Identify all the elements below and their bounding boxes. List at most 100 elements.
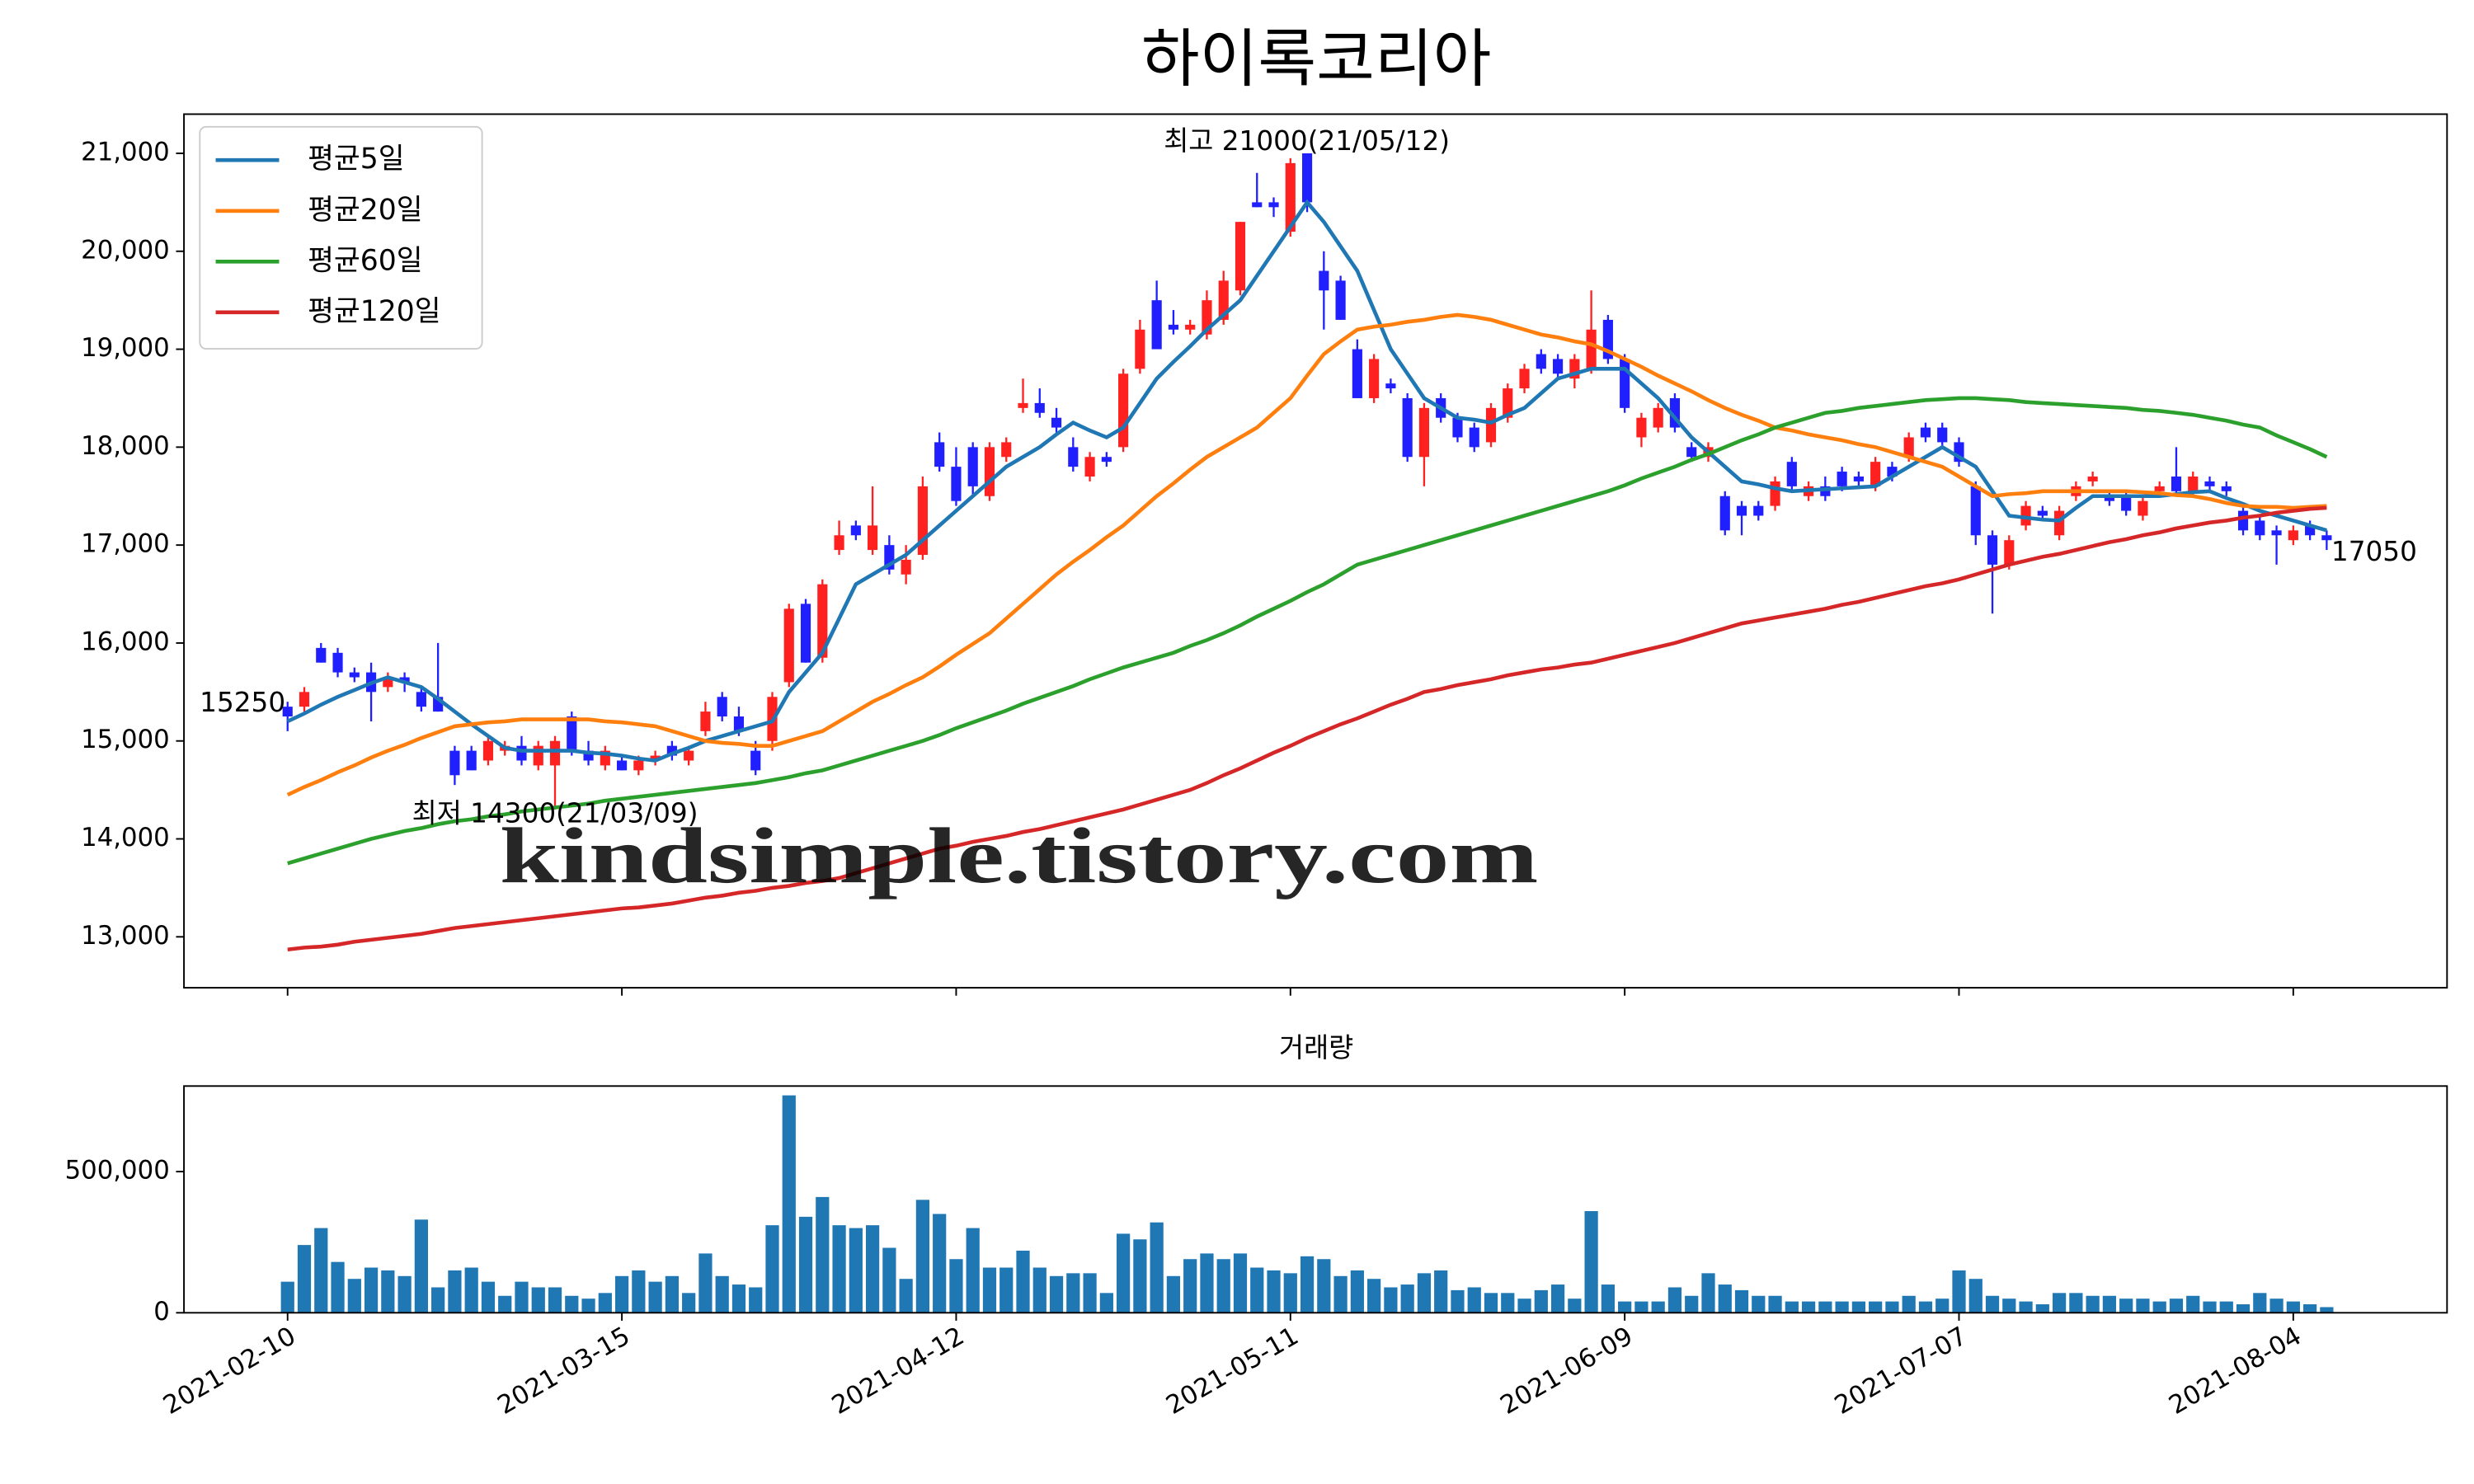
bar — [865, 1225, 880, 1313]
candle-body — [1870, 462, 1881, 486]
legend-label: 평균120일 — [308, 295, 441, 328]
candle-body — [1469, 427, 1479, 448]
bar — [297, 1245, 312, 1313]
bar — [1517, 1298, 1531, 1313]
candle-body — [416, 692, 426, 707]
bar — [1467, 1287, 1481, 1313]
candle-body — [2237, 510, 2249, 531]
annotation-high: 최고 21000(21/05/12) — [1164, 125, 1450, 157]
y-tick-label: 18,000 — [81, 431, 170, 461]
bar — [565, 1295, 579, 1313]
bar — [1400, 1284, 1414, 1313]
bar — [1718, 1284, 1732, 1313]
bar — [1283, 1273, 1297, 1313]
candle-body — [1084, 457, 1095, 477]
candle-body — [1101, 457, 1112, 463]
bar — [1918, 1301, 1933, 1313]
candle-body — [1268, 202, 1279, 208]
bar — [1752, 1295, 1766, 1313]
bar — [2069, 1293, 2083, 1313]
y-tick-label: 15,000 — [81, 725, 170, 754]
candle-body — [1135, 329, 1145, 369]
bar — [1117, 1233, 1131, 1313]
bar — [1835, 1301, 1849, 1313]
bar — [749, 1287, 763, 1313]
candle-body — [2271, 530, 2282, 536]
bar — [2086, 1295, 2100, 1313]
bar — [2286, 1301, 2300, 1313]
candle-body — [817, 584, 828, 658]
bar — [1968, 1279, 1982, 1313]
candle-body — [1519, 369, 1530, 389]
candle-body — [1118, 373, 1129, 448]
candle-body — [2305, 525, 2316, 536]
bar — [1550, 1284, 1565, 1313]
candle-body — [1452, 417, 1463, 438]
bar — [648, 1281, 662, 1313]
candle-body — [1987, 535, 1998, 565]
bar — [682, 1293, 696, 1313]
y-tick-label: 500,000 — [65, 1156, 170, 1186]
candle-body — [868, 525, 878, 551]
candle-body — [583, 750, 594, 761]
candle-body — [750, 750, 761, 771]
bar — [915, 1200, 930, 1313]
candle-body — [1970, 486, 1981, 536]
bar — [614, 1275, 629, 1313]
candle-body — [2037, 510, 2048, 516]
bar — [882, 1247, 896, 1313]
candle-body — [1820, 486, 1831, 496]
candle-body — [1018, 402, 1028, 408]
bar — [782, 1095, 796, 1313]
bar — [2236, 1304, 2251, 1313]
bar — [1618, 1301, 1632, 1313]
bar — [982, 1267, 997, 1313]
bar — [397, 1275, 412, 1313]
bar — [1584, 1211, 1598, 1313]
candle-body — [482, 740, 494, 761]
bar — [1049, 1275, 1064, 1313]
bar — [464, 1267, 478, 1313]
candle-body — [1001, 442, 1012, 458]
candle-body — [1418, 407, 1430, 458]
candle-body — [1235, 222, 1246, 291]
bar — [1734, 1289, 1749, 1313]
candle-body — [316, 647, 327, 663]
candle-body — [951, 467, 962, 501]
candle-body — [800, 603, 811, 663]
candle-body — [2204, 481, 2215, 486]
y-tick-label: 16,000 — [81, 627, 170, 656]
candle-body — [733, 716, 745, 731]
candle-body — [1786, 462, 1797, 486]
candle-body — [1586, 329, 1597, 369]
bar — [2002, 1298, 2016, 1313]
candle-body — [2020, 505, 2031, 526]
bar — [1183, 1259, 1197, 1313]
bar — [1200, 1253, 1214, 1313]
candle-body — [1301, 153, 1313, 203]
bar — [314, 1228, 328, 1313]
candle-body — [2154, 486, 2165, 491]
bar — [548, 1287, 562, 1313]
candle-body — [2221, 486, 2232, 491]
bar — [966, 1228, 980, 1313]
bar — [1066, 1273, 1080, 1313]
candle-body — [967, 447, 978, 486]
candle-body — [1503, 388, 1513, 418]
candle-body — [2188, 476, 2199, 491]
candle-body — [2104, 495, 2114, 501]
bar — [381, 1270, 395, 1313]
bar — [1902, 1295, 1916, 1313]
bar — [765, 1225, 779, 1313]
candle-body — [1385, 383, 1396, 389]
annotation-low: 최저 14300(21/03/09) — [412, 797, 698, 829]
bar — [1685, 1295, 1699, 1313]
bar — [1317, 1259, 1331, 1313]
chart-title: 하이록코리아 — [1141, 23, 1492, 96]
bar — [715, 1275, 729, 1313]
bar — [2052, 1293, 2067, 1313]
ma-line — [286, 199, 2328, 763]
y-tick-label: 19,000 — [81, 333, 170, 363]
candle-body — [1536, 354, 1546, 369]
